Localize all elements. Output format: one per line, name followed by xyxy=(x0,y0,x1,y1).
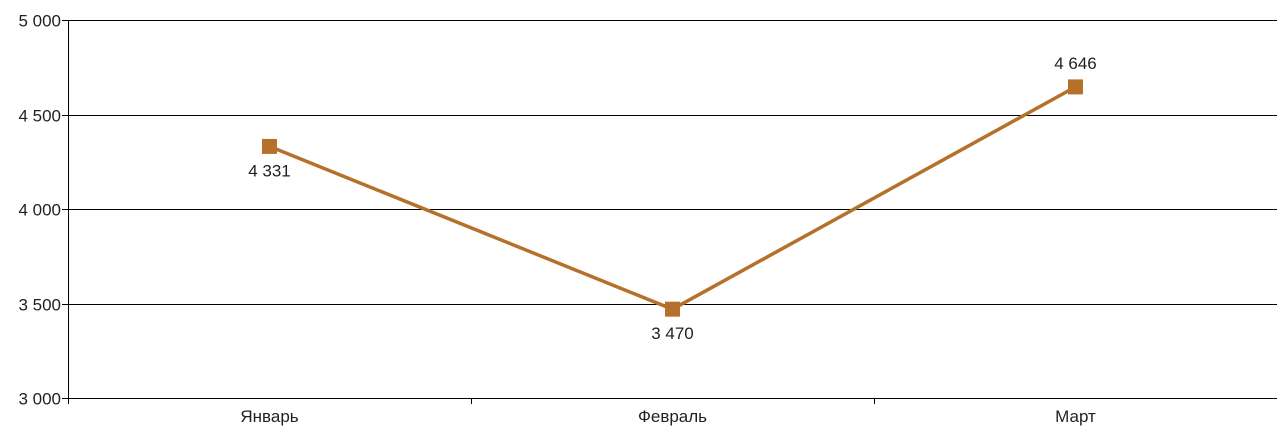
data-markers xyxy=(262,79,1083,316)
series-line-path xyxy=(270,87,1076,309)
y-axis-tick-labels: 5 000 4 500 4 000 3 500 3 000 xyxy=(18,12,61,409)
data-point-marker xyxy=(665,302,680,317)
series-line xyxy=(270,87,1076,309)
y-tick-label: 4 500 xyxy=(18,107,61,126)
x-axis: Январь Февраль Март xyxy=(69,20,1097,426)
data-point-marker xyxy=(262,139,277,154)
y-tick-label: 5 000 xyxy=(18,12,61,31)
y-tick-label: 3 000 xyxy=(18,390,61,409)
x-tick-label: Февраль xyxy=(638,407,707,426)
data-labels: 4 331 3 470 4 646 xyxy=(248,54,1097,343)
y-tick-label: 4 000 xyxy=(18,201,61,220)
data-label: 4 646 xyxy=(1054,54,1097,73)
data-label: 4 331 xyxy=(248,161,291,180)
x-tick-label: Январь xyxy=(240,407,298,426)
x-tick-label: Март xyxy=(1055,407,1096,426)
y-tick-label: 3 500 xyxy=(18,296,61,315)
data-label: 3 470 xyxy=(651,324,694,343)
data-point-marker xyxy=(1068,79,1083,94)
